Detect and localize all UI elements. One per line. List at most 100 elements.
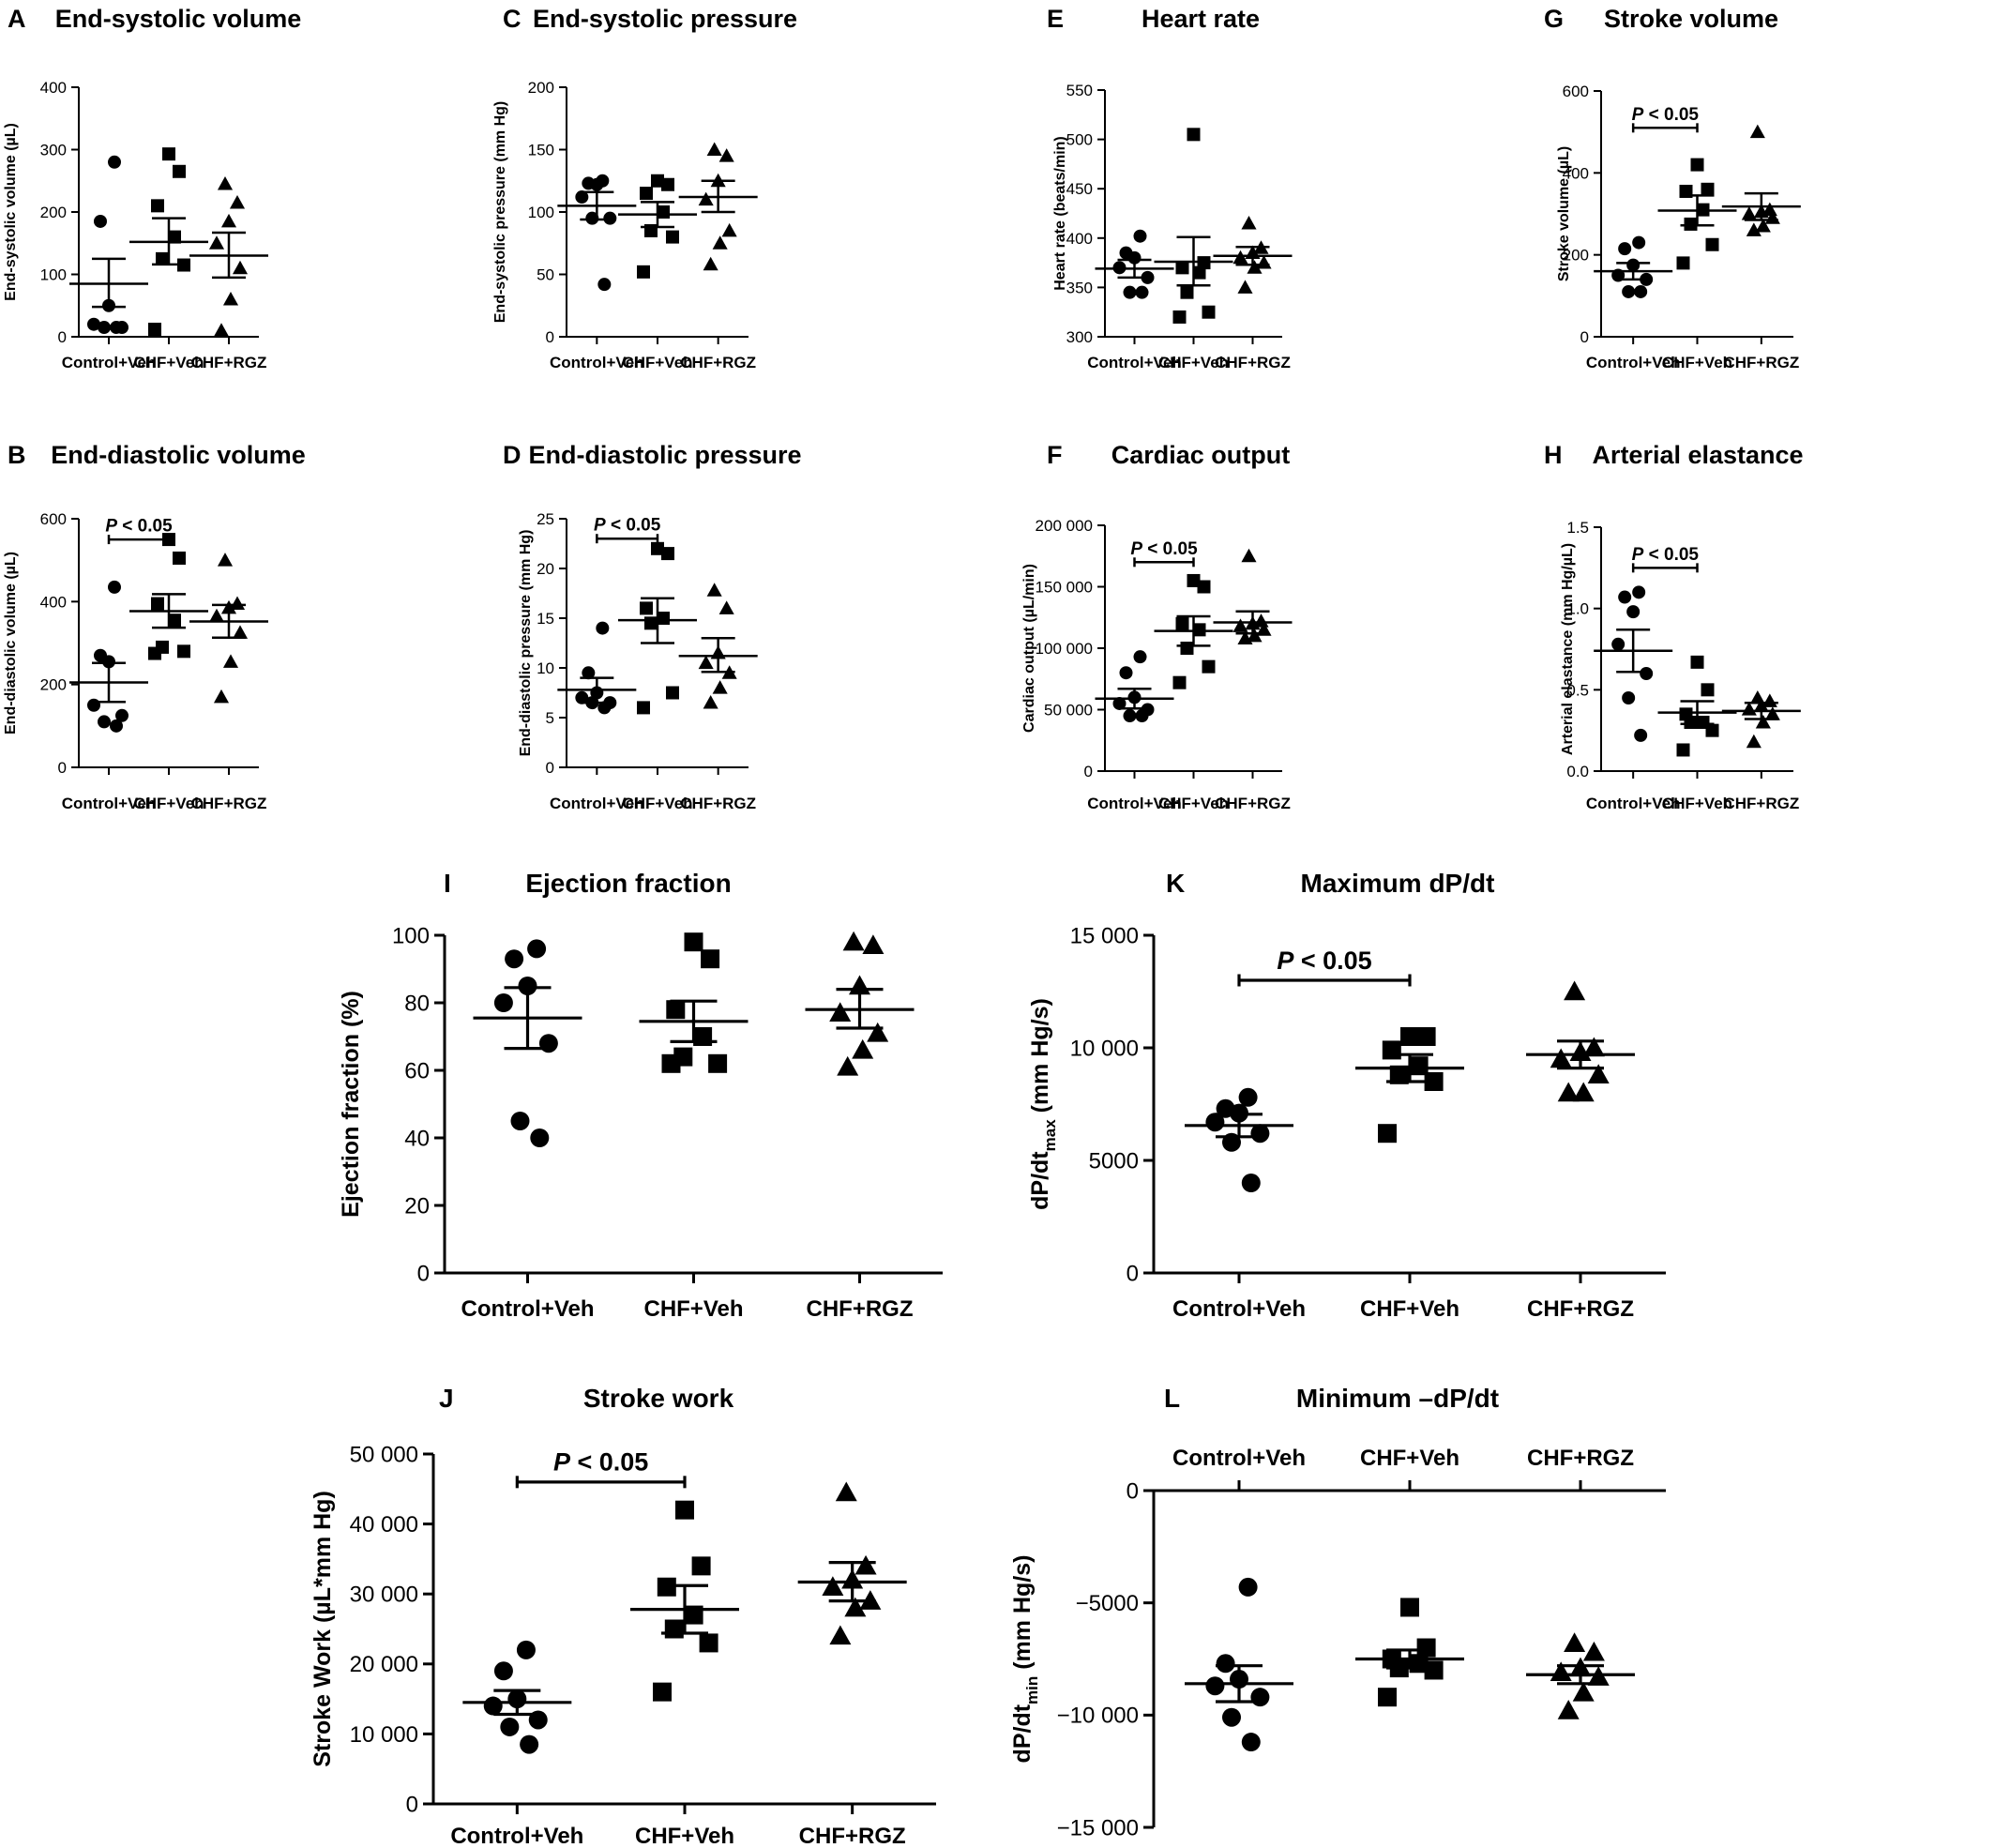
data-point: [1557, 1082, 1580, 1102]
y-tick-label: 80: [404, 991, 430, 1016]
data-point: [213, 323, 230, 337]
data-point: [1237, 630, 1253, 644]
data-point: [1382, 1040, 1401, 1060]
y-axis-label: Stroke volume (µL): [1556, 146, 1572, 281]
data-point: [1127, 250, 1142, 265]
data-point: [862, 934, 885, 954]
x-tick-label: CHF+RGZ: [1215, 795, 1291, 812]
data-point: [1705, 237, 1719, 251]
data-point: [115, 708, 129, 722]
y-tick-label: 300: [40, 141, 67, 159]
data-point: [530, 1128, 550, 1147]
y-tick-label: 450: [1066, 180, 1093, 198]
y-tick-label: −15 000: [1057, 1815, 1139, 1840]
data-point: [699, 1633, 718, 1653]
data-point: [1187, 128, 1201, 142]
x-tick-label: CHF+RGZ: [1527, 1446, 1634, 1471]
data-point: [1416, 1638, 1436, 1658]
p-value-label: P < 0.05: [1277, 947, 1371, 975]
panel-f: F Cardiac output 0 50 000 100 000 150 000 200 …: [1021, 441, 1293, 812]
data-point: [597, 701, 612, 715]
y-tick-label: 20: [404, 1193, 430, 1219]
data-point: [1241, 215, 1257, 230]
data-point: [1409, 1056, 1429, 1076]
y-tick-label: 100 000: [1036, 640, 1093, 658]
data-point: [651, 174, 664, 188]
data-point: [1424, 1660, 1444, 1680]
x-tick-label: CHF+RGZ: [680, 354, 756, 371]
y-tick-label: 200: [528, 79, 554, 97]
data-point: [229, 596, 246, 610]
data-point: [666, 686, 679, 700]
data-point: [691, 1556, 711, 1576]
panel-letter: E: [1047, 5, 1064, 33]
y-tick-label: 200: [40, 676, 67, 694]
data-point: [703, 256, 718, 271]
panel-title: Minimum –dP/dt: [1296, 1384, 1499, 1413]
y-tick-label: 0: [58, 759, 67, 777]
data-point: [666, 230, 679, 244]
data-point: [1250, 1688, 1270, 1707]
x-tick-label: Control+Veh: [1586, 795, 1681, 812]
data-point: [1241, 1733, 1261, 1752]
data-point: [1241, 1174, 1261, 1192]
data-point: [1622, 284, 1636, 298]
data-point: [1684, 716, 1698, 729]
data-point: [1564, 980, 1586, 1001]
data-point: [842, 931, 865, 951]
data-point: [675, 1500, 694, 1520]
panel-g: G Stroke volume 0 200 400 600 Control+VehCHF+V…: [1544, 5, 1801, 371]
data-point: [829, 1002, 852, 1022]
data-point: [1192, 265, 1206, 280]
data-point: [1180, 285, 1194, 299]
data-point: [1123, 285, 1137, 299]
x-tick-label: Control+Veh: [62, 795, 157, 812]
data-point: [1622, 691, 1636, 704]
y-tick-label: 1.5: [1566, 519, 1589, 537]
data-point: [232, 625, 249, 639]
x-tick-label: CHF+RGZ: [807, 1296, 914, 1322]
data-point: [102, 655, 115, 669]
panel-letter: K: [1166, 869, 1185, 898]
data-point: [1247, 260, 1263, 274]
data-point: [1550, 1661, 1572, 1682]
data-point: [527, 939, 547, 959]
data-point: [483, 1696, 503, 1716]
x-tick-label: CHF+RGZ: [191, 795, 267, 812]
data-point: [661, 547, 674, 561]
data-point: [1400, 1598, 1419, 1617]
data-point: [1690, 655, 1704, 669]
data-point: [1632, 585, 1646, 599]
data-point: [1232, 618, 1248, 632]
x-tick-label: CHF+RGZ: [680, 795, 756, 812]
x-tick-label: CHF+RGZ: [1723, 795, 1799, 812]
data-point: [208, 608, 225, 623]
panel-title: Stroke work: [583, 1384, 734, 1413]
data-point: [1172, 675, 1187, 689]
data-point: [500, 1717, 520, 1736]
data-point: [1764, 706, 1780, 720]
data-point: [718, 148, 734, 162]
data-point: [1755, 219, 1771, 233]
x-tick-label: CHF+Veh: [1360, 1296, 1459, 1322]
data-point: [108, 155, 121, 169]
data-point: [1684, 217, 1698, 231]
x-tick-label: CHF+RGZ: [1723, 354, 1799, 371]
panel-title: Ejection fraction: [525, 869, 731, 898]
x-tick-label: CHF+Veh: [622, 354, 692, 371]
data-point: [1557, 1700, 1580, 1719]
data-point: [844, 1597, 867, 1617]
y-axis-label: End-systolic pressure (mm Hg): [492, 101, 508, 324]
y-axis-label: End-systolic volume (µL): [3, 123, 19, 301]
data-point: [653, 1682, 672, 1702]
data-point: [1582, 1641, 1605, 1661]
data-point: [1676, 256, 1690, 270]
data-point: [721, 222, 737, 237]
data-point: [1175, 616, 1189, 630]
p-value-label: P < 0.05: [1632, 545, 1700, 565]
y-tick-label: 100: [40, 265, 67, 283]
y-tick-label: 20: [537, 560, 554, 578]
y-tick-label: 15 000: [1070, 923, 1139, 948]
panel-j: J Stroke work 0 10 000 20 000 30 000 40 000 50 …: [310, 1384, 936, 1848]
y-tick-label: 0: [546, 759, 554, 777]
